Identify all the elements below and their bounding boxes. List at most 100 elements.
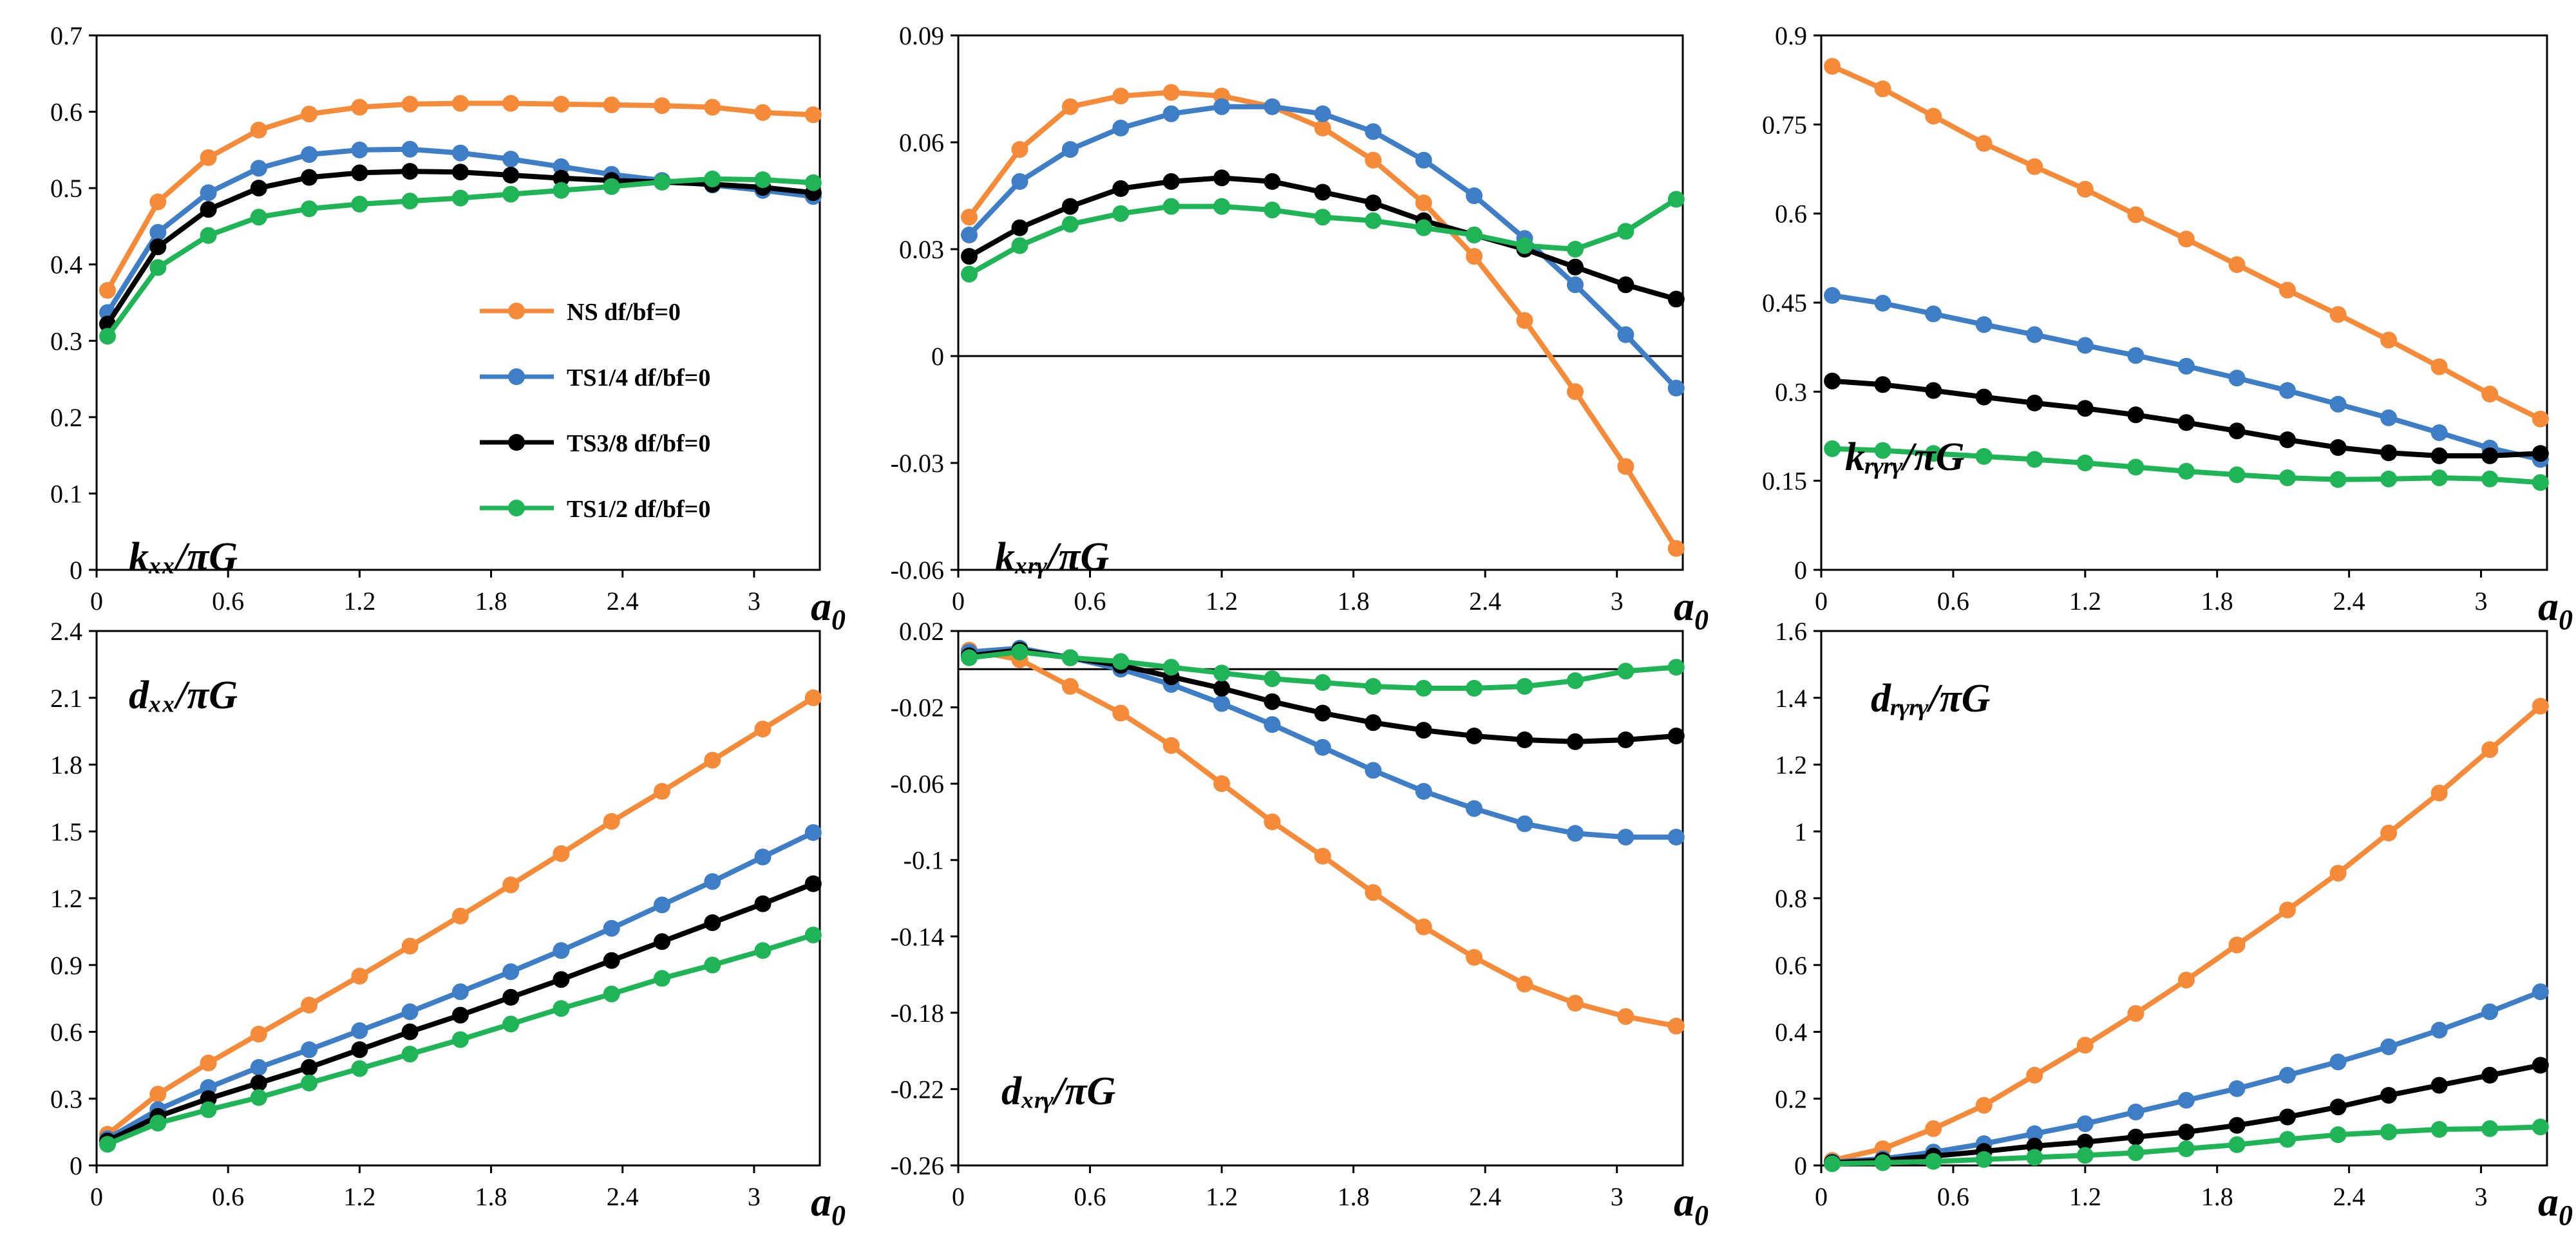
x-tick-label: 0 xyxy=(952,1182,965,1211)
data-point-ts12 xyxy=(1824,1155,1841,1173)
data-point-ts14 xyxy=(1925,305,1942,323)
series-group xyxy=(99,95,822,345)
data-point-ns xyxy=(2481,386,2499,402)
data-point-ns xyxy=(553,95,570,113)
data-point-ts12 xyxy=(1617,663,1634,680)
y-tick-label: 0.09 xyxy=(899,21,944,50)
data-point-ns xyxy=(804,689,822,706)
y-tick-label: 0.6 xyxy=(50,1018,82,1047)
data-point-ts38 xyxy=(654,933,670,950)
data-point-ts12 xyxy=(2481,470,2499,487)
plot-frame xyxy=(95,34,821,571)
x-tick-label: 2.4 xyxy=(1469,1182,1501,1211)
panel-title: dᵣᵧᵣᵧ/πG xyxy=(1871,677,1991,721)
y-tick-label: 1.4 xyxy=(1775,684,1807,713)
x-tick-label: 0.6 xyxy=(1937,1182,1969,1211)
panel-dxry: -0.26 -0.22 -0.18 -0.14 -0.1 -0.06 -0.02 0.02 0 0… xyxy=(891,617,1709,1231)
data-point-ns xyxy=(451,907,469,925)
data-point-ns xyxy=(754,721,772,738)
data-point-ts14 xyxy=(2279,1066,2296,1084)
y-tick-label: 0.2 xyxy=(50,403,82,432)
x-tick-label: 1.2 xyxy=(1206,1182,1238,1211)
y-tick-label: 2.1 xyxy=(50,684,82,713)
legend-marker-ts38 xyxy=(508,434,525,451)
data-point-ts12 xyxy=(603,178,620,195)
data-point-ts14 xyxy=(2228,370,2246,387)
y-tick-label: 0.6 xyxy=(50,98,82,127)
x-tick-label: 1.8 xyxy=(1338,587,1370,616)
data-point-ts14 xyxy=(1112,119,1130,137)
data-point-ts12 xyxy=(1061,216,1079,233)
data-point-ts12 xyxy=(1975,448,1993,465)
y-tick-label: -0.26 xyxy=(891,1151,944,1180)
data-point-ns xyxy=(149,193,167,211)
data-point-ts12 xyxy=(351,196,368,212)
data-point-ns xyxy=(2127,206,2145,223)
data-point-ts12 xyxy=(451,1031,469,1048)
data-point-ts14 xyxy=(149,223,167,241)
data-point-ns xyxy=(2177,972,2195,989)
data-point-ns xyxy=(301,106,318,123)
data-point-ts38 xyxy=(1264,693,1281,710)
data-point-ns xyxy=(200,149,217,166)
x-tick-label: 1.8 xyxy=(2201,587,2233,616)
data-point-ts38 xyxy=(2228,422,2246,440)
data-point-ns xyxy=(804,106,822,124)
data-point-ts12 xyxy=(250,1089,267,1106)
data-point-ts38 xyxy=(1567,733,1584,750)
x-tick-label: 1.2 xyxy=(2069,1182,2101,1211)
y-tick-label: 1 xyxy=(1794,817,1807,846)
data-point-ts12 xyxy=(99,328,116,345)
data-point-ts14 xyxy=(1667,829,1685,846)
y-tick-label: 0 xyxy=(70,556,82,585)
data-point-ns xyxy=(2430,784,2448,802)
series-group xyxy=(1824,58,2549,491)
x-tick-label: 3 xyxy=(2475,587,2488,616)
y-tick-label: 0.3 xyxy=(1775,377,1807,406)
x-tick-label: 0 xyxy=(952,587,965,616)
y-tick-label: 0.02 xyxy=(899,617,944,646)
data-point-ts38 xyxy=(2532,1057,2549,1074)
data-point-ns xyxy=(553,845,570,862)
data-point-ns xyxy=(1617,458,1634,475)
data-point-ts38 xyxy=(149,238,167,256)
data-point-ts12 xyxy=(1466,226,1483,243)
data-point-ts14 xyxy=(553,158,570,175)
data-point-ts38 xyxy=(2430,447,2448,464)
data-point-ns xyxy=(2177,231,2195,248)
data-point-ts38 xyxy=(1466,728,1483,744)
data-point-ts14 xyxy=(1466,800,1483,817)
data-point-ns xyxy=(1061,678,1079,695)
data-point-ns xyxy=(1213,775,1231,793)
data-point-ts14 xyxy=(301,1041,318,1059)
axes: -0.26 -0.22 -0.18 -0.14 -0.1 -0.06 -0.02 0.02 0 0… xyxy=(891,617,1709,1231)
y-tick-label: 0.6 xyxy=(1775,200,1807,229)
data-point-ts38 xyxy=(1617,731,1634,748)
legend-entry-ts12: TS1/2 df/bf=0 xyxy=(480,496,710,523)
data-point-ts12 xyxy=(2329,1126,2347,1144)
data-point-ns xyxy=(301,997,318,1013)
data-point-ts38 xyxy=(2076,400,2094,417)
data-point-ts38 xyxy=(2127,406,2145,424)
data-point-ts12 xyxy=(961,265,978,283)
data-point-ts12 xyxy=(1213,664,1231,682)
data-point-ts12 xyxy=(1667,659,1685,676)
legend-entry-ns: NS df/bf=0 xyxy=(480,299,681,326)
y-tick-label: 0.06 xyxy=(899,128,944,157)
data-point-ts12 xyxy=(301,200,318,218)
data-point-ts14 xyxy=(1365,762,1382,779)
y-tick-label: 1.5 xyxy=(50,817,82,846)
axes: 0 0.15 0.3 0.45 0.6 0.75 0.9 0 0.6 1.2 1.8 2.4 3 a0 xyxy=(1762,21,2573,636)
data-point-ts38 xyxy=(451,1006,469,1024)
data-point-ts12 xyxy=(451,189,469,207)
x-tick-label: 0.6 xyxy=(1937,587,1969,616)
data-point-ts14 xyxy=(401,140,419,158)
data-point-ts12 xyxy=(2532,474,2549,491)
data-point-ts38 xyxy=(2481,447,2499,464)
data-point-ts14 xyxy=(200,184,217,202)
data-point-ns xyxy=(2228,256,2246,273)
data-point-ts38 xyxy=(1824,372,1841,390)
data-point-ts14 xyxy=(2329,1053,2347,1071)
data-point-ts12 xyxy=(2380,470,2398,487)
data-point-ns xyxy=(1314,119,1331,137)
